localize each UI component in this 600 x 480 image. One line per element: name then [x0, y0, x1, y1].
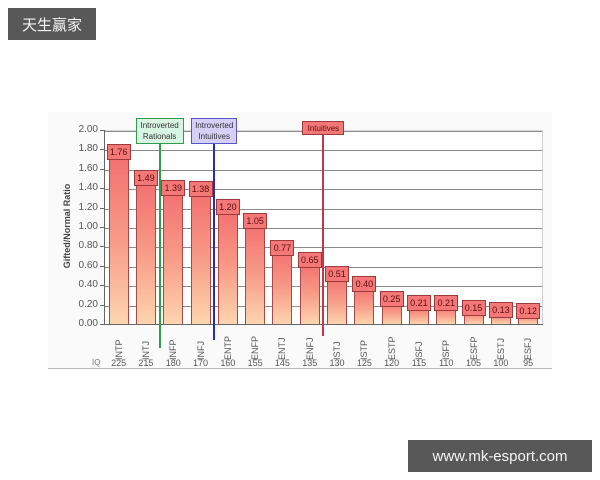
x-category-label: ISTJ: [332, 341, 343, 360]
x-category-label: INFJ: [195, 341, 206, 360]
bar-value-label: 1.49: [133, 170, 158, 187]
chart-bottom-rule: [48, 368, 552, 369]
bar-intj: [135, 179, 156, 324]
bar-infp: [163, 189, 184, 324]
x-category-label: ESTJ: [495, 337, 506, 360]
y-tick-label: 1.60: [78, 162, 98, 174]
y-tick-mark: [100, 227, 105, 228]
bar-value-label: 1.05: [243, 213, 268, 230]
iq-value: 170: [193, 358, 209, 368]
y-tick-label: 2.00: [78, 124, 98, 135]
y-tick-mark: [100, 149, 105, 151]
iq-value: 145: [274, 358, 290, 368]
iq-value: 180: [165, 358, 181, 368]
x-category-label: ESFJ: [523, 337, 534, 360]
bar-intp: [108, 153, 129, 324]
y-tick-label: 0.60: [78, 259, 98, 271]
bar-value-label: 0.40: [352, 276, 377, 293]
bar-value-label: 0.21: [406, 294, 431, 311]
bar-value-label: 0.21: [434, 294, 459, 311]
y-tick-label: 0.80: [78, 240, 98, 252]
y-tick-mark: [100, 285, 105, 287]
bar-value-label: 0.65: [297, 251, 322, 268]
bar-enfj: [299, 260, 320, 324]
iq-value: 95: [523, 358, 534, 368]
annotation-divider-line: [158, 144, 161, 348]
bar-value-label: 1.39: [161, 180, 186, 197]
y-tick-label: 1.20: [78, 201, 98, 213]
x-category-label: ENFJ: [304, 337, 315, 361]
bar-infj: [190, 190, 211, 324]
iq-value: 115: [411, 358, 427, 368]
bar-value-label: 0.77: [270, 240, 295, 257]
x-category-label: ENTJ: [277, 337, 288, 361]
x-category-label: INTJ: [140, 341, 151, 360]
x-category-label: ESTP: [386, 336, 397, 360]
x-category-label: INTP: [113, 339, 124, 360]
bar-value-label: 0.25: [379, 290, 404, 307]
iq-value: 125: [356, 358, 372, 368]
iq-value: 130: [329, 358, 345, 368]
iq-value: 225: [111, 358, 127, 368]
x-category-label: ISTP: [359, 339, 370, 360]
bar-value-label: 0.51: [325, 265, 350, 282]
x-category-label: ISFJ: [413, 341, 424, 360]
y-tick-mark: [100, 246, 105, 248]
bar-value-label: 1.38: [188, 181, 213, 198]
y-tick-label: 0.20: [78, 298, 98, 310]
y-tick-label: 0.00: [78, 318, 98, 329]
iq-value: 100: [493, 358, 509, 368]
iq-value: 105: [466, 358, 482, 368]
x-category-label: ENTP: [222, 335, 233, 360]
annotation-divider-line: [322, 135, 325, 336]
annotation-introverted-intuitives: Introverted Intuitives: [191, 118, 238, 144]
y-tick-mark: [100, 265, 105, 267]
annotation-intuitives: Intuitives: [302, 121, 345, 135]
iq-value: 155: [247, 358, 263, 368]
iq-value: 135: [302, 358, 318, 368]
bar-value-label: 0.12: [516, 303, 541, 320]
x-category-label: ENFP: [250, 335, 261, 360]
annotation-introverted-rationals: Introverted Rationals: [135, 118, 184, 144]
y-tick-label: 1.00: [78, 221, 98, 232]
iq-value: 120: [384, 358, 400, 368]
x-category-label: INFP: [168, 339, 179, 360]
iq-value: 215: [138, 358, 154, 368]
bar-value-label: 0.15: [461, 300, 486, 317]
website-url-badge: www.mk-esport.com: [408, 440, 592, 472]
bar-entp: [217, 207, 238, 324]
bar-istj: [327, 274, 348, 324]
y-tick-label: 1.80: [78, 143, 98, 155]
bar-value-label: 1.76: [106, 144, 131, 161]
y-tick-label: 1.40: [78, 182, 98, 194]
bar-value-label: 0.13: [488, 302, 513, 319]
x-category-label: ISFP: [441, 339, 452, 360]
y-tick-label: 0.40: [78, 279, 98, 291]
y-tick-mark: [100, 130, 105, 131]
x-category-label: ESFP: [468, 336, 479, 360]
annotation-divider-line: [213, 144, 216, 340]
iq-row-label: IQ: [92, 358, 101, 367]
iq-value: 160: [220, 358, 236, 368]
iq-value: 110: [439, 358, 454, 368]
bar-entj: [272, 249, 293, 324]
y-tick-mark: [100, 304, 105, 306]
y-tick-mark: [100, 324, 105, 325]
bar-value-label: 1.20: [215, 198, 240, 215]
y-tick-mark: [100, 207, 105, 209]
site-title-badge: 天生赢家: [8, 8, 96, 40]
y-tick-mark: [100, 168, 105, 170]
bar-enfp: [245, 222, 266, 324]
y-tick-mark: [100, 188, 105, 190]
